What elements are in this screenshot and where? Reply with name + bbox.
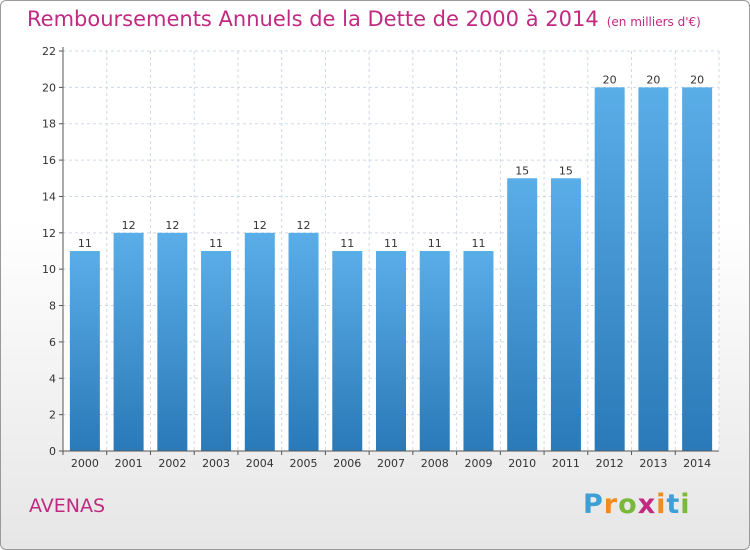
data-label: 11 [384, 237, 398, 250]
commune-name: AVENAS [29, 495, 106, 517]
bar-2002 [157, 232, 188, 451]
x-tick-label: 2008 [421, 457, 449, 470]
data-label: 20 [690, 73, 704, 86]
chart-title-text: Remboursements Annuels de la Dette de 20… [27, 7, 599, 31]
bar-2008 [419, 251, 450, 451]
data-label: 11 [340, 237, 354, 250]
x-tick-label: 2009 [464, 457, 492, 470]
y-tick-label: 12 [42, 227, 56, 240]
y-tick-label: 18 [42, 118, 56, 131]
logo-letter: x [637, 489, 657, 520]
x-tick-label: 2014 [683, 457, 711, 470]
data-label: 15 [515, 164, 529, 177]
logo-letter: o [618, 489, 638, 520]
data-labels: 11 12 12 11 12 12 11 11 11 11 15 15 20 20 20 [78, 73, 704, 250]
chart-title: Remboursements Annuels de la Dette de 20… [27, 7, 701, 31]
data-label: 20 [646, 73, 660, 86]
x-tick-label: 2001 [115, 457, 143, 470]
chart-unit: (en milliers d'€) [606, 15, 701, 29]
y-tick-label: 20 [42, 81, 56, 94]
bar-2000 [69, 251, 100, 451]
x-tick-label: 2003 [202, 457, 230, 470]
x-tick-label: 2011 [552, 457, 580, 470]
bar-2012 [594, 87, 625, 451]
x-tick-label: 2005 [290, 457, 318, 470]
x-tick-label: 2013 [639, 457, 667, 470]
x-tick-label: 2006 [333, 457, 361, 470]
bar-2009 [463, 251, 494, 451]
y-tick-label: 8 [49, 300, 56, 313]
x-tick-label: 2007 [377, 457, 405, 470]
x-tick-label: 2010 [508, 457, 536, 470]
y-tick-label: 14 [42, 190, 56, 203]
data-label: 12 [165, 219, 179, 232]
bar-2004 [244, 232, 275, 451]
data-label: 20 [603, 73, 617, 86]
y-tick-label: 2 [49, 409, 56, 422]
y-tick-label: 0 [49, 445, 56, 458]
data-label: 12 [297, 219, 311, 232]
data-label: 11 [471, 237, 485, 250]
proxiti-logo: Proxiti [583, 489, 691, 520]
x-tick-label: 2012 [596, 457, 624, 470]
x-tick-label: 2002 [158, 457, 186, 470]
x-tick-label: 2000 [71, 457, 99, 470]
data-label: 11 [78, 237, 92, 250]
bar-2005 [288, 232, 319, 451]
y-tick-label: 6 [49, 336, 56, 349]
axes: 0 2 4 6 8 10 12 14 16 18 20 22 2000 2001 2002 2003 2004 2… [42, 45, 719, 470]
logo-letter: t [666, 489, 681, 520]
bar-2003 [201, 251, 232, 451]
data-label: 11 [428, 237, 442, 250]
bar-2013 [638, 87, 669, 451]
data-label: 15 [559, 164, 573, 177]
bar-2001 [113, 232, 144, 451]
data-label: 12 [253, 219, 267, 232]
logo-letter: r [603, 489, 619, 520]
x-tick-label: 2004 [246, 457, 274, 470]
logo-letter: i [656, 489, 667, 520]
bar-2014 [682, 87, 713, 451]
y-tick-label: 16 [42, 154, 56, 167]
logo-letter: P [583, 489, 604, 520]
y-tick-label: 10 [42, 263, 56, 276]
bar-2011 [550, 178, 581, 452]
data-label: 12 [122, 219, 136, 232]
bars [69, 87, 713, 452]
y-tick-label: 4 [49, 372, 56, 385]
y-tick-label: 22 [42, 45, 56, 58]
data-label: 11 [209, 237, 223, 250]
bar-2007 [376, 251, 406, 451]
logo-letter: i [680, 489, 691, 520]
bar-2010 [507, 178, 538, 452]
bar-2006 [332, 251, 363, 451]
